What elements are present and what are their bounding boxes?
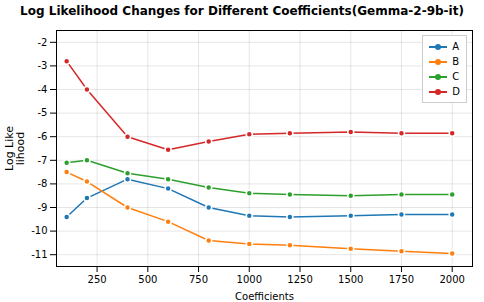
html-text:C: C [452,71,460,82]
svg-text:-4: -4 [38,84,48,95]
svg-text:-8: -8 [38,178,48,189]
svg-text:1750: 1750 [389,274,414,285]
html-text:D: D [452,86,460,97]
svg-text:Log Likelihood: Log Likelihood [3,126,27,171]
html-text:B: B [452,56,460,67]
svg-text:-10: -10 [31,225,47,236]
svg-text:Coefficients: Coefficients [235,291,294,302]
svg-text:-11: -11 [31,249,47,260]
svg-text:250: 250 [88,274,107,285]
svg-text:1500: 1500 [338,274,363,285]
svg-text:-6: -6 [38,131,48,142]
svg-text:-3: -3 [38,60,48,71]
html-text:A: A [452,41,460,52]
svg-text:-5: -5 [38,107,48,118]
svg-text:750: 750 [189,274,208,285]
svg-text:2000: 2000 [439,274,464,285]
svg-text:1250: 1250 [287,274,312,285]
svg-text:-9: -9 [38,202,48,213]
svg-text:1000: 1000 [237,274,262,285]
svg-text:-7: -7 [38,155,48,166]
svg-text:-2: -2 [38,37,48,48]
html-text:Log Likelihood Changes for Dif: Log Likelihood Changes for Different Coe… [20,4,464,18]
svg-text:500: 500 [138,274,157,285]
